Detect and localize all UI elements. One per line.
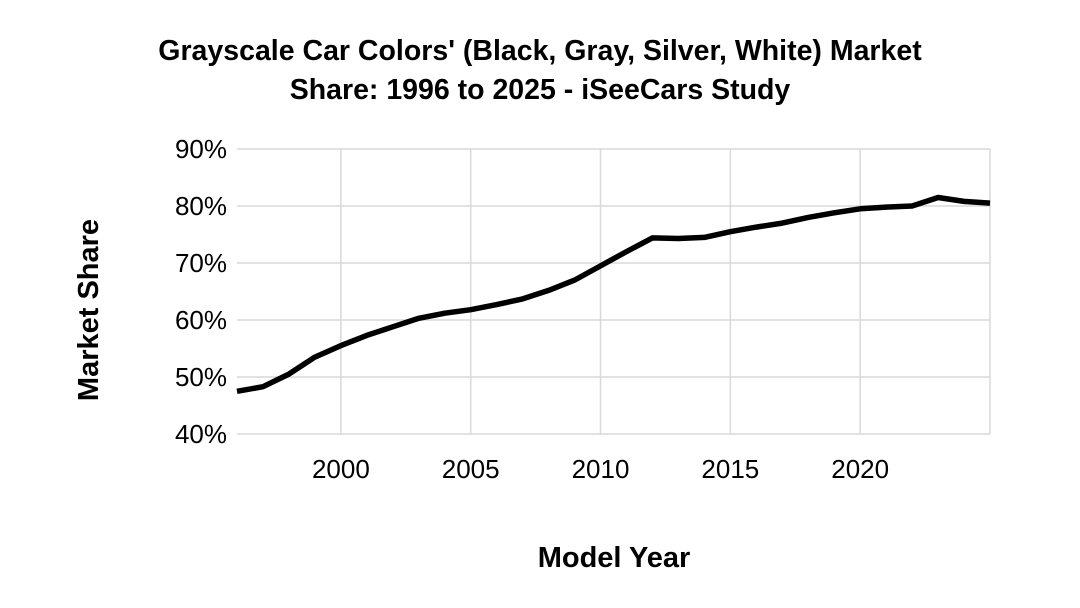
series-group bbox=[236, 194, 991, 395]
x-tick-label-2000: 2000 bbox=[312, 454, 370, 484]
y-axis-title: Market Share bbox=[73, 219, 105, 401]
chart-title-line-2: Share: 1996 to 2025 - iSeeCars Study bbox=[289, 74, 791, 106]
x-tick-label-2005: 2005 bbox=[442, 454, 500, 484]
y-axis-tick-labels: 40% 50% 60% 70% 80% 90% bbox=[175, 134, 227, 449]
x-tick-label-2020: 2020 bbox=[831, 454, 889, 484]
x-axis-tick-labels: 2000 2005 2010 2015 2020 bbox=[312, 454, 889, 484]
y-tick-label-50: 50% bbox=[175, 362, 227, 392]
chart-title: Grayscale Car Colors' (Black, Gray, Silv… bbox=[40, 32, 1040, 110]
series-line-0 bbox=[236, 194, 991, 395]
y-tick-label-80: 80% bbox=[175, 191, 227, 221]
y-tick-label-70: 70% bbox=[175, 248, 227, 278]
y-tick-label-90: 90% bbox=[175, 134, 227, 164]
chart-title-line-1: Grayscale Car Colors' (Black, Gray, Silv… bbox=[158, 35, 922, 67]
x-tick-label-2015: 2015 bbox=[701, 454, 759, 484]
x-tick-label-2010: 2010 bbox=[572, 454, 630, 484]
y-tick-label-40: 40% bbox=[175, 419, 227, 449]
gridlines bbox=[237, 148, 991, 435]
y-tick-label-60: 60% bbox=[175, 305, 227, 335]
x-axis-title: Model Year bbox=[538, 542, 691, 574]
